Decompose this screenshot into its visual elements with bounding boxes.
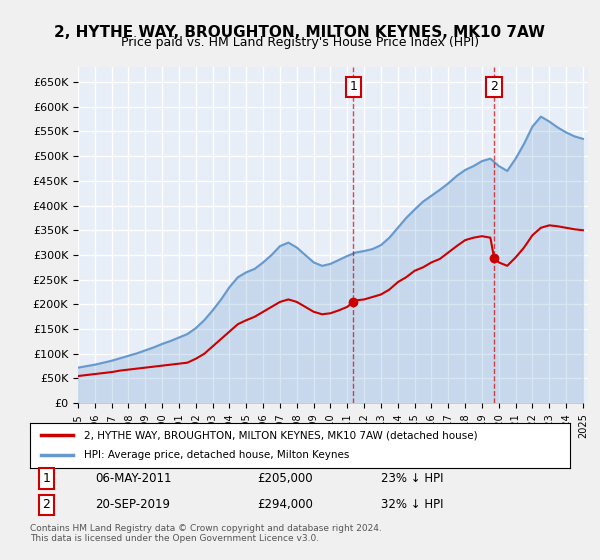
Text: 2: 2 xyxy=(42,498,50,511)
Text: 20-SEP-2019: 20-SEP-2019 xyxy=(95,498,170,511)
Text: 1: 1 xyxy=(349,81,357,94)
Text: 32% ↓ HPI: 32% ↓ HPI xyxy=(381,498,443,511)
Text: 23% ↓ HPI: 23% ↓ HPI xyxy=(381,472,443,485)
Text: 1: 1 xyxy=(42,472,50,485)
Text: 06-MAY-2011: 06-MAY-2011 xyxy=(95,472,172,485)
Text: 2: 2 xyxy=(490,81,498,94)
Text: HPI: Average price, detached house, Milton Keynes: HPI: Average price, detached house, Milt… xyxy=(84,450,349,460)
Text: Price paid vs. HM Land Registry's House Price Index (HPI): Price paid vs. HM Land Registry's House … xyxy=(121,36,479,49)
Text: 2, HYTHE WAY, BROUGHTON, MILTON KEYNES, MK10 7AW (detached house): 2, HYTHE WAY, BROUGHTON, MILTON KEYNES, … xyxy=(84,430,478,440)
Text: 2, HYTHE WAY, BROUGHTON, MILTON KEYNES, MK10 7AW: 2, HYTHE WAY, BROUGHTON, MILTON KEYNES, … xyxy=(55,25,545,40)
Text: Contains HM Land Registry data © Crown copyright and database right 2024.
This d: Contains HM Land Registry data © Crown c… xyxy=(30,524,382,543)
Text: £205,000: £205,000 xyxy=(257,472,313,485)
Text: £294,000: £294,000 xyxy=(257,498,313,511)
